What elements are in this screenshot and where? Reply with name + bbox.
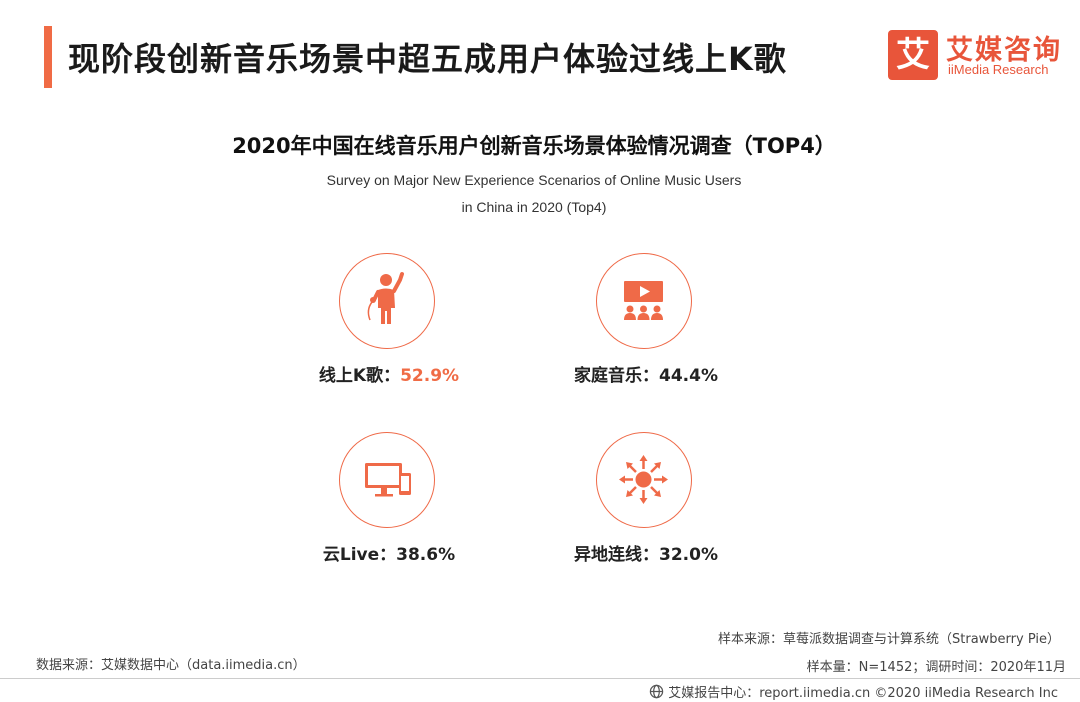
- label-separator: ：: [383, 366, 401, 386]
- value-label: 52.9%: [400, 366, 460, 386]
- report-center-text: 艾媒报告中心：report.iimedia.cn ©2020 iiMedia R…: [668, 686, 1058, 701]
- label-separator: ：: [642, 366, 659, 386]
- logo-english-name: iiMedia Research: [948, 62, 1049, 77]
- value-label: 44.4%: [659, 366, 718, 386]
- category-name: 云Live: [322, 545, 380, 565]
- page-title: 现阶段创新音乐场景中超五成用户体验过线上K歌: [68, 40, 787, 78]
- home-music-circle: [596, 253, 692, 349]
- chart-subtitle-line1: Survey on Major New Experience Scenarios…: [326, 172, 742, 188]
- label-cloud-live: 云Live：38.6%: [269, 540, 509, 565]
- report-center: 艾媒报告中心：report.iimedia.cn ©2020 iiMedia R…: [649, 682, 1058, 701]
- label-separator: ：: [379, 545, 397, 565]
- value-label: 32.0%: [659, 545, 718, 565]
- sample-size: 样本量：N=1452；调研时间：2020年11月: [806, 660, 1066, 675]
- cloud-live-circle: [339, 432, 435, 528]
- label-remote-connect: 异地连线：32.0%: [526, 540, 766, 565]
- home-theater-icon: [624, 281, 663, 320]
- chart-title: 2020年中国在线音乐用户创新音乐场景体验情况调查（TOP4）: [232, 134, 836, 158]
- label-home-music: 家庭音乐：44.4%: [526, 361, 766, 386]
- karaoke-singer-icon: [367, 272, 404, 324]
- chart-subtitle-line2: in China in 2020 (Top4): [461, 199, 607, 215]
- globe-icon: [649, 684, 664, 699]
- label-karaoke: 线上K歌：52.9%: [269, 361, 509, 386]
- category-name: 异地连线: [574, 545, 642, 565]
- category-name: 家庭音乐: [574, 366, 642, 386]
- tv-and-phone-icon: [365, 463, 411, 497]
- title-accent-bar: [44, 26, 52, 88]
- footer-divider: [0, 678, 1080, 679]
- sample-source: 样本来源：草莓派数据调查与计算系统（Strawberry Pie）: [718, 632, 1060, 647]
- label-separator: ：: [642, 545, 659, 565]
- value-label: 38.6%: [396, 545, 456, 565]
- globe-network-icon: [619, 455, 668, 504]
- data-source: 数据来源：艾媒数据中心（data.iimedia.cn）: [36, 658, 306, 673]
- iimedia-logo: 艾 艾媒咨询 iiMedia Research: [888, 30, 1064, 80]
- category-name: 线上K歌: [318, 366, 384, 386]
- karaoke-circle: [339, 253, 435, 349]
- remote-connect-circle: [596, 432, 692, 528]
- logo-chinese-name: 艾媒咨询: [946, 35, 1062, 66]
- logo-mark-icon: 艾: [888, 30, 938, 80]
